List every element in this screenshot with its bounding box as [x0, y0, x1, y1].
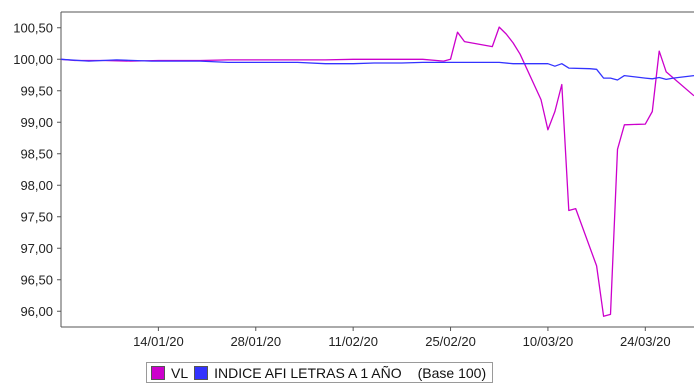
legend-base-note: (Base 100)	[417, 364, 487, 381]
series-line-vl	[60, 26, 694, 317]
y-tick-label: 97,00	[20, 241, 53, 256]
y-tick-label: 98,50	[20, 146, 53, 161]
x-tick-label: 11/02/20	[328, 334, 378, 349]
x-tick-label: 24/03/20	[620, 334, 671, 349]
series-line-indice-afi	[60, 58, 694, 81]
chart-legend: VL INDICE AFI LETRAS A 1 AÑO (Base 100) …	[146, 362, 494, 383]
y-tick-label: 100,00	[13, 52, 53, 67]
y-tick-label: 99,00	[20, 115, 53, 130]
legend-item-indice: INDICE AFI LETRAS A 1 AÑO	[194, 365, 402, 381]
y-tick-label: 99,50	[20, 83, 53, 98]
legend-swatch-vl	[151, 365, 165, 380]
x-tick-label: 14/01/20	[133, 334, 184, 349]
y-tick-label: 98,00	[20, 178, 53, 193]
y-tick-label: 96,50	[20, 272, 53, 287]
legend-label-vl: VL	[171, 364, 189, 381]
legend-label-indice: INDICE AFI LETRAS A 1 AÑO	[214, 364, 402, 381]
x-tick-label: 25/02/20	[425, 334, 476, 349]
y-tick-label: 97,50	[20, 209, 53, 224]
y-tick-label: 100,50	[13, 20, 53, 35]
legend-item-vl: VL	[151, 365, 188, 381]
x-tick-label: 10/03/20	[523, 334, 574, 349]
y-tick-label: 96,00	[20, 304, 53, 319]
x-tick-label: 28/01/20	[230, 334, 281, 349]
legend-swatch-indice	[194, 365, 209, 380]
